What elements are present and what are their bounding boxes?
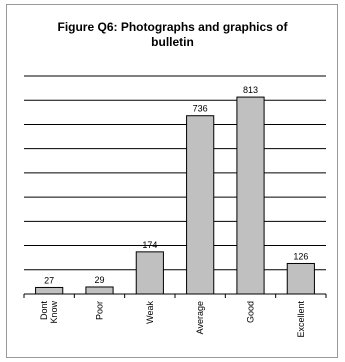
bar xyxy=(135,251,164,295)
data-labels: 27 29 174 736 813 126 xyxy=(44,85,308,285)
category-tick-label-line: Know xyxy=(49,301,59,324)
bars xyxy=(35,96,315,295)
bar xyxy=(186,115,215,295)
category-tick-label-line: Poor xyxy=(95,301,105,320)
axes xyxy=(23,293,327,298)
data-label: 27 xyxy=(44,275,54,285)
category-tick-label: Weak xyxy=(145,301,155,324)
chart-frame xyxy=(6,4,338,358)
bar xyxy=(85,286,114,295)
category-tick-label: DontKnow xyxy=(39,301,59,324)
chart-title: Figure Q6: Photographs and graphics of b… xyxy=(10,20,335,50)
data-label: 174 xyxy=(142,240,157,250)
category-tick-label-line: Dont xyxy=(39,301,49,321)
category-tick-label-line: Average xyxy=(195,301,205,334)
chart-title-line-2: bulletin xyxy=(151,35,194,49)
category-tick-label: Excellent xyxy=(296,301,306,338)
grid-lines xyxy=(24,75,326,271)
category-tick-label: Good xyxy=(246,301,256,323)
category-tick-label-line: Excellent xyxy=(296,301,306,338)
category-tick-labels: DontKnow Poor Weak Average Good Excellent xyxy=(39,301,306,338)
bar xyxy=(236,96,265,295)
bar xyxy=(286,262,315,295)
chart-title-line-1: Figure Q6: Photographs and graphics of xyxy=(57,20,288,34)
category-tick-label: Poor xyxy=(95,301,105,320)
data-label: 29 xyxy=(94,275,104,285)
category-tick-label: Average xyxy=(195,301,205,334)
data-label: 813 xyxy=(243,85,258,95)
data-label: 126 xyxy=(293,251,308,261)
bar xyxy=(35,286,64,295)
category-tick-label-line: Weak xyxy=(145,301,155,324)
category-tick-label-line: Good xyxy=(246,301,256,323)
data-label: 736 xyxy=(193,104,208,114)
